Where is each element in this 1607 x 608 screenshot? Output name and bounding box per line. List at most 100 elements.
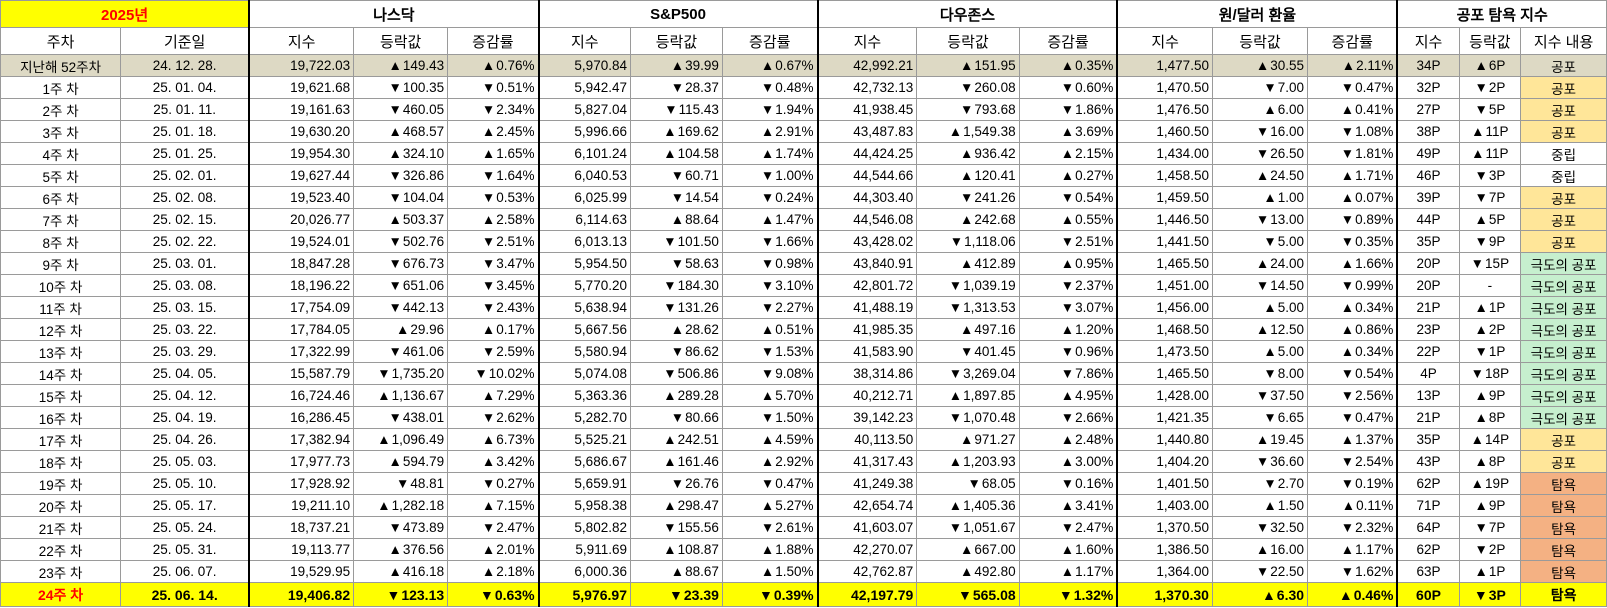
dow-change-cell[interactable]: ▼1,313.53 xyxy=(916,296,1020,319)
dow-index-cell[interactable]: 42,992.21 xyxy=(817,54,918,77)
sp500-change-cell[interactable]: ▼101.50 xyxy=(629,230,723,253)
nasdaq-change-cell[interactable]: ▲468.57 xyxy=(353,120,449,143)
krw-rate-cell[interactable]: ▼0.99% xyxy=(1307,274,1399,297)
sp500-rate-cell[interactable]: ▲1.88% xyxy=(721,538,819,561)
fg-index-cell[interactable]: 4P xyxy=(1396,362,1460,385)
fg-desc-cell[interactable]: 중립 xyxy=(1520,142,1607,165)
fg-change-cell[interactable]: ▲19P xyxy=(1458,472,1522,495)
sp500-index-cell[interactable]: 5,580.94 xyxy=(538,340,631,363)
dow-index-cell[interactable]: 42,801.72 xyxy=(817,274,918,297)
nasdaq-rate-cell[interactable]: ▲0.17% xyxy=(447,318,540,341)
dow-index-cell[interactable]: 43,487.83 xyxy=(817,120,918,143)
krw-rate-cell[interactable]: ▼2.54% xyxy=(1307,450,1399,473)
sp500-change-cell[interactable]: ▼131.26 xyxy=(629,296,723,319)
nasdaq-rate-cell[interactable]: ▼0.51% xyxy=(447,76,540,99)
date-cell[interactable]: 25. 04. 19. xyxy=(120,406,251,429)
fg-desc-cell[interactable]: 극도의 공포 xyxy=(1520,362,1607,385)
col-nasdaq-change[interactable]: 등락값 xyxy=(353,27,449,55)
dow-rate-cell[interactable]: ▲3.00% xyxy=(1018,450,1119,473)
krw-change-cell[interactable]: ▲24.50 xyxy=(1211,164,1309,187)
krw-index-cell[interactable]: 1,465.50 xyxy=(1116,252,1213,275)
dow-index-cell[interactable]: 39,142.23 xyxy=(817,406,918,429)
dow-rate-cell[interactable]: ▼7.86% xyxy=(1018,362,1119,385)
nasdaq-rate-cell[interactable]: ▼1.64% xyxy=(447,164,540,187)
sp500-index-cell[interactable]: 6,013.13 xyxy=(538,230,631,253)
nasdaq-index-cell[interactable]: 17,382.94 xyxy=(248,428,355,451)
week-cell[interactable]: 15주 차 xyxy=(0,384,122,407)
dow-change-cell[interactable]: ▼565.08 xyxy=(916,582,1020,607)
nasdaq-change-cell[interactable]: ▲594.79 xyxy=(353,450,449,473)
dow-change-cell[interactable]: ▲667.00 xyxy=(916,538,1020,561)
nasdaq-rate-cell[interactable]: ▼2.34% xyxy=(447,98,540,121)
col-week[interactable]: 주차 xyxy=(0,27,122,55)
dow-index-cell[interactable]: 38,314.86 xyxy=(817,362,918,385)
krw-rate-cell[interactable]: ▲1.66% xyxy=(1307,252,1399,275)
week-cell[interactable]: 7주 차 xyxy=(0,208,122,231)
col-sp-rate[interactable]: 증감률 xyxy=(721,27,819,55)
fg-change-cell[interactable]: ▲1P xyxy=(1458,296,1522,319)
dow-index-cell[interactable]: 44,546.08 xyxy=(817,208,918,231)
sp500-rate-cell[interactable]: ▲5.70% xyxy=(721,384,819,407)
nasdaq-rate-cell[interactable]: ▼2.62% xyxy=(447,406,540,429)
fg-change-cell[interactable]: ▼3P xyxy=(1458,582,1522,607)
krw-index-cell[interactable]: 1,460.50 xyxy=(1116,120,1213,143)
krw-change-cell[interactable]: ▼22.50 xyxy=(1211,560,1309,583)
fg-index-cell[interactable]: 62P xyxy=(1396,538,1460,561)
dow-rate-cell[interactable]: ▲0.95% xyxy=(1018,252,1119,275)
fg-change-cell[interactable]: ▲11P xyxy=(1458,142,1522,165)
dow-rate-cell[interactable]: ▲3.69% xyxy=(1018,120,1119,143)
sp500-index-cell[interactable]: 5,074.08 xyxy=(538,362,631,385)
dow-change-cell[interactable]: ▲412.89 xyxy=(916,252,1020,275)
krw-change-cell[interactable]: ▲12.50 xyxy=(1211,318,1309,341)
dow-change-cell[interactable]: ▲971.27 xyxy=(916,428,1020,451)
krw-index-cell[interactable]: 1,440.80 xyxy=(1116,428,1213,451)
sp500-index-cell[interactable]: 5,942.47 xyxy=(538,76,631,99)
sp500-change-cell[interactable]: ▲169.62 xyxy=(629,120,723,143)
sp500-change-cell[interactable]: ▲88.67 xyxy=(629,560,723,583)
nasdaq-change-cell[interactable]: ▲324.10 xyxy=(353,142,449,165)
nasdaq-change-cell[interactable]: ▲29.96 xyxy=(353,318,449,341)
group-fear-greed[interactable]: 공포 탐욕 지수 xyxy=(1396,0,1607,28)
sp500-change-cell[interactable]: ▲289.28 xyxy=(629,384,723,407)
nasdaq-index-cell[interactable]: 16,724.46 xyxy=(248,384,355,407)
dow-rate-cell[interactable]: ▼1.86% xyxy=(1018,98,1119,121)
krw-rate-cell[interactable]: ▲0.07% xyxy=(1307,186,1399,209)
fg-index-cell[interactable]: 35P xyxy=(1396,230,1460,253)
date-cell[interactable]: 25. 05. 24. xyxy=(120,516,251,539)
week-cell[interactable]: 21주 차 xyxy=(0,516,122,539)
date-cell[interactable]: 25. 04. 26. xyxy=(120,428,251,451)
sp500-rate-cell[interactable]: ▲1.74% xyxy=(721,142,819,165)
nasdaq-index-cell[interactable]: 17,784.05 xyxy=(248,318,355,341)
sp500-change-cell[interactable]: ▲298.47 xyxy=(629,494,723,517)
nasdaq-rate-cell[interactable]: ▼2.51% xyxy=(447,230,540,253)
fg-index-cell[interactable]: 32P xyxy=(1396,76,1460,99)
sp500-index-cell[interactable]: 5,802.82 xyxy=(538,516,631,539)
krw-index-cell[interactable]: 1,421.35 xyxy=(1116,406,1213,429)
dow-rate-cell[interactable]: ▲4.95% xyxy=(1018,384,1119,407)
dow-change-cell[interactable]: ▼1,051.67 xyxy=(916,516,1020,539)
sp500-change-cell[interactable]: ▼506.86 xyxy=(629,362,723,385)
nasdaq-change-cell[interactable]: ▼1,735.20 xyxy=(353,362,449,385)
krw-rate-cell[interactable]: ▼1.81% xyxy=(1307,142,1399,165)
sp500-index-cell[interactable]: 6,040.53 xyxy=(538,164,631,187)
group-krw-usd[interactable]: 원/달러 환율 xyxy=(1116,0,1399,28)
dow-index-cell[interactable]: 43,840.91 xyxy=(817,252,918,275)
krw-rate-cell[interactable]: ▲0.34% xyxy=(1307,296,1399,319)
col-krw-change[interactable]: 등락값 xyxy=(1211,27,1309,55)
date-cell[interactable]: 25. 01. 18. xyxy=(120,120,251,143)
krw-change-cell[interactable]: ▼13.00 xyxy=(1211,208,1309,231)
fg-desc-cell[interactable]: 공포 xyxy=(1520,450,1607,473)
nasdaq-change-cell[interactable]: ▼461.06 xyxy=(353,340,449,363)
nasdaq-rate-cell[interactable]: ▲2.58% xyxy=(447,208,540,231)
krw-change-cell[interactable]: ▼7.00 xyxy=(1211,76,1309,99)
krw-change-cell[interactable]: ▼32.50 xyxy=(1211,516,1309,539)
dow-change-cell[interactable]: ▲1,897.85 xyxy=(916,384,1020,407)
krw-index-cell[interactable]: 1,458.50 xyxy=(1116,164,1213,187)
sp500-rate-cell[interactable]: ▼9.08% xyxy=(721,362,819,385)
dow-index-cell[interactable]: 44,424.25 xyxy=(817,142,918,165)
sp500-rate-cell[interactable]: ▼0.39% xyxy=(721,582,819,607)
sp500-rate-cell[interactable]: ▼1.94% xyxy=(721,98,819,121)
dow-change-cell[interactable]: ▼68.05 xyxy=(916,472,1020,495)
krw-change-cell[interactable]: ▼14.50 xyxy=(1211,274,1309,297)
krw-rate-cell[interactable]: ▼0.35% xyxy=(1307,230,1399,253)
